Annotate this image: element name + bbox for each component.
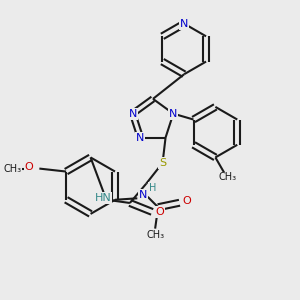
Text: CH₃: CH₃	[219, 172, 237, 182]
Text: N: N	[128, 109, 137, 119]
Text: CH₃: CH₃	[146, 230, 164, 240]
Text: O: O	[25, 162, 33, 172]
Text: O: O	[183, 196, 191, 206]
Text: CH₃: CH₃	[4, 164, 22, 174]
Text: N: N	[136, 133, 145, 142]
Text: O: O	[155, 207, 164, 217]
Text: N: N	[180, 19, 188, 29]
Text: H: H	[149, 183, 156, 193]
Text: HN: HN	[95, 193, 112, 202]
Text: S: S	[159, 158, 166, 168]
Text: N: N	[169, 109, 178, 119]
Text: N: N	[139, 190, 147, 200]
